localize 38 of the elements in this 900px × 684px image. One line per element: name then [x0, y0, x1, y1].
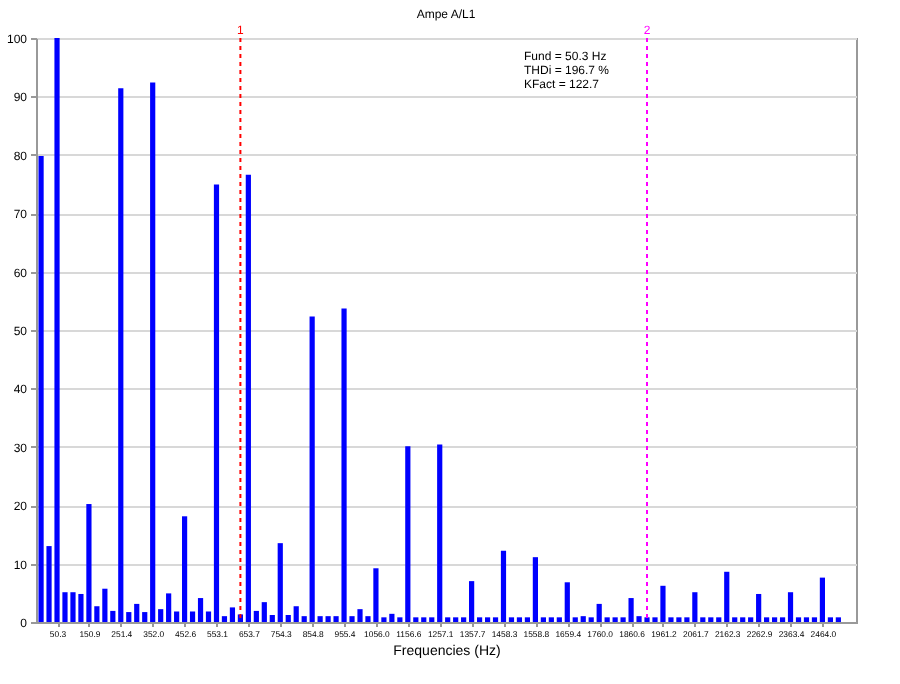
bar: [86, 504, 92, 622]
bar: [229, 607, 236, 622]
bar: [166, 593, 172, 622]
bar: [277, 543, 283, 622]
bar: [692, 592, 698, 622]
bar: [341, 308, 347, 622]
bar: [660, 585, 666, 622]
bar: [197, 598, 204, 622]
bar: [580, 616, 586, 622]
bar: [213, 184, 220, 622]
bar: [437, 444, 443, 622]
bar: [261, 602, 267, 622]
bar: [628, 598, 634, 622]
bar: [102, 588, 108, 622]
bar: [309, 316, 315, 622]
bar: [596, 603, 602, 622]
bar: [756, 593, 762, 622]
bar: [469, 581, 475, 622]
bar: [293, 606, 299, 622]
bar: [500, 550, 507, 622]
bar: [405, 446, 411, 622]
bar: [373, 568, 379, 622]
bar: [70, 592, 76, 622]
bar: [819, 577, 826, 622]
bar: [150, 82, 156, 622]
bar: [389, 613, 395, 622]
bar: [357, 609, 363, 622]
bar: [134, 603, 140, 622]
bar: [54, 38, 60, 622]
bar: [181, 516, 188, 622]
bar: [38, 155, 44, 622]
bar: [245, 174, 251, 622]
bar: [564, 582, 570, 622]
bar: [787, 592, 794, 622]
bar: [724, 571, 730, 622]
bar: [532, 557, 538, 622]
bar: [325, 616, 331, 622]
bar: [118, 88, 124, 622]
